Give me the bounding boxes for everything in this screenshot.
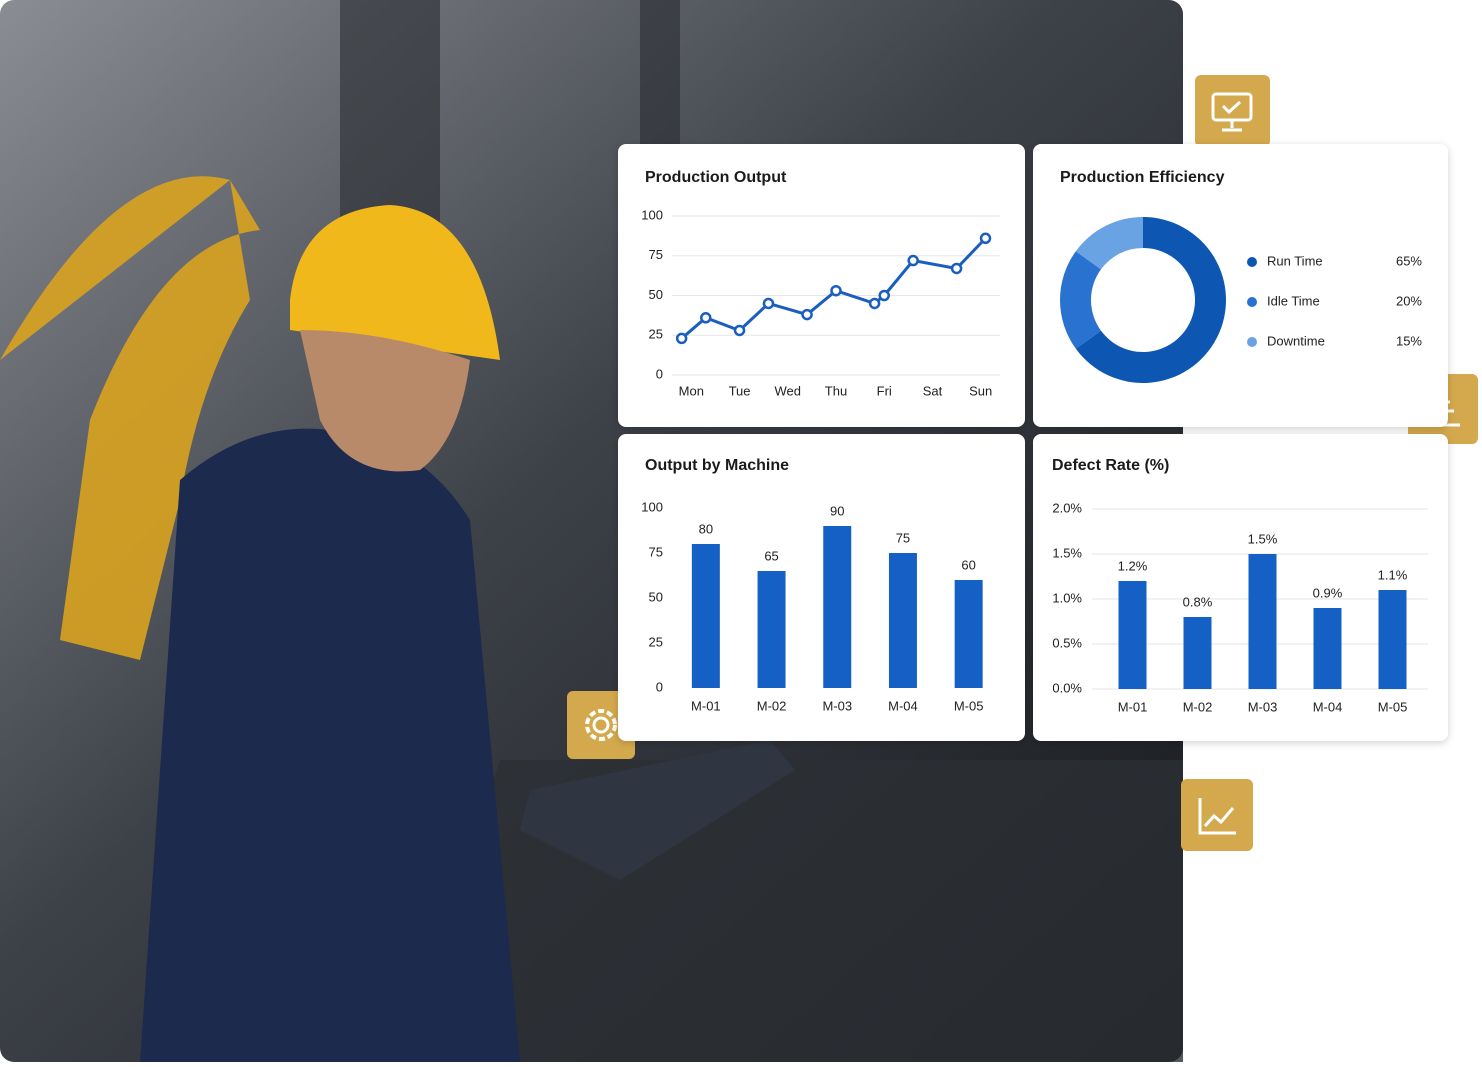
y-tick-label: 0.5%: [1052, 635, 1082, 650]
legend-label: Run Time: [1267, 253, 1323, 268]
x-tick-label: M-03: [822, 698, 852, 713]
x-tick-label: Fri: [877, 383, 892, 398]
chart-title: Production Efficiency: [1060, 169, 1225, 186]
value-label: 20%: [1396, 293, 1422, 308]
legend-label: Downtime: [1267, 333, 1325, 348]
bar: [1313, 608, 1342, 689]
legend-label: Idle Time: [1267, 293, 1320, 308]
value-label: 1.1%: [1378, 567, 1408, 582]
x-tick-label: M-01: [1118, 699, 1148, 714]
donut-slice: [1075, 217, 1143, 270]
value-label: 60: [961, 557, 975, 572]
value-label: 0.9%: [1313, 585, 1343, 600]
chart-title: Output by Machine: [645, 457, 789, 474]
y-tick-label: 75: [649, 247, 663, 262]
point: [801, 308, 813, 321]
x-tick-label: Sun: [969, 383, 992, 398]
x-tick-label: Wed: [775, 383, 802, 398]
point: [950, 262, 963, 275]
y-tick-label: 50: [649, 589, 663, 604]
value-label: 1.5%: [1248, 531, 1278, 546]
donut-slice: [1060, 251, 1101, 349]
x-tick-label: Tue: [729, 383, 751, 398]
value-label: 90: [830, 503, 844, 518]
point: [830, 284, 842, 297]
point: [700, 312, 712, 324]
card: [618, 144, 1025, 427]
x-tick-label: Mon: [679, 383, 704, 398]
x-tick-label: Sat: [923, 383, 943, 398]
y-tick-label: 50: [649, 287, 663, 302]
y-tick-label: 100: [641, 499, 663, 514]
value-label: 65: [764, 548, 778, 563]
x-tick-label: M-05: [954, 698, 984, 713]
bar: [823, 526, 852, 688]
y-tick-label: 25: [649, 327, 663, 342]
point: [868, 297, 881, 310]
x-tick-label: M-02: [757, 698, 787, 713]
x-tick-label: M-02: [1183, 699, 1213, 714]
y-tick-label: 1.5%: [1052, 545, 1082, 560]
card: [1033, 144, 1448, 427]
value-label: 1.2%: [1118, 558, 1148, 573]
value-label: 80: [699, 521, 713, 536]
bar: [691, 544, 720, 688]
y-tick-label: 2.0%: [1052, 500, 1082, 515]
value-label: 0.8%: [1183, 594, 1213, 609]
y-tick-label: 0: [656, 366, 663, 381]
point: [675, 332, 688, 345]
chart-title: Production Output: [645, 169, 787, 186]
bar: [1248, 554, 1277, 689]
icon-monitor: [1195, 75, 1270, 147]
y-tick-label: 25: [649, 634, 663, 649]
bar: [1183, 617, 1212, 689]
x-tick-label: M-03: [1248, 699, 1278, 714]
legend-swatch: [1247, 257, 1257, 267]
chart-title: Defect Rate (%): [1052, 457, 1169, 474]
y-tick-label: 1.0%: [1052, 590, 1082, 605]
point: [878, 289, 890, 302]
bar: [954, 580, 983, 688]
value-label: 15%: [1396, 333, 1422, 348]
point: [979, 232, 992, 245]
y-tick-label: 75: [649, 544, 663, 559]
donut-slice: [1075, 217, 1226, 384]
value-label: 75: [896, 530, 910, 545]
bar: [1118, 581, 1147, 689]
icon-line-chart: [1181, 779, 1253, 851]
x-tick-label: M-04: [888, 698, 918, 713]
value-label: 65%: [1396, 253, 1422, 268]
legend-swatch: [1247, 337, 1257, 347]
bar: [757, 571, 786, 688]
y-tick-label: 0.0%: [1052, 680, 1082, 695]
y-tick-label: 100: [641, 207, 663, 222]
x-tick-label: Thu: [825, 383, 847, 398]
legend-swatch: [1247, 297, 1257, 307]
x-tick-label: M-05: [1378, 699, 1408, 714]
point: [733, 324, 746, 337]
x-tick-label: M-01: [691, 698, 721, 713]
bar: [888, 553, 917, 688]
point: [762, 297, 775, 310]
point: [907, 254, 919, 267]
x-tick-label: M-04: [1313, 699, 1343, 714]
y-tick-label: 0: [656, 679, 663, 694]
bar: [1378, 590, 1407, 689]
card: [1033, 434, 1448, 741]
